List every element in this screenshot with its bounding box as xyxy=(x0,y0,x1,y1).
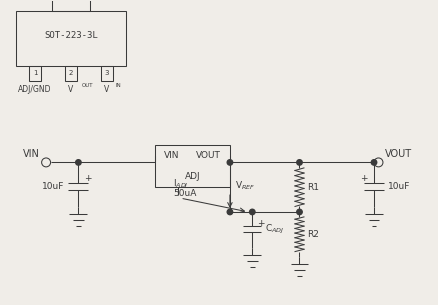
Text: V: V xyxy=(68,84,74,94)
Circle shape xyxy=(297,209,302,215)
Text: ADJ/GND: ADJ/GND xyxy=(18,84,52,94)
Text: IN: IN xyxy=(115,83,121,88)
Text: VOUT: VOUT xyxy=(385,149,412,160)
Bar xyxy=(65,66,77,81)
Text: SOT-223-3L: SOT-223-3L xyxy=(44,31,98,40)
Circle shape xyxy=(76,160,81,165)
Text: 10uF: 10uF xyxy=(42,182,64,191)
Text: I$_{ADJ}$: I$_{ADJ}$ xyxy=(173,178,188,191)
Circle shape xyxy=(297,160,302,165)
Text: 1: 1 xyxy=(33,70,37,76)
Bar xyxy=(16,11,126,66)
Text: +: + xyxy=(257,219,265,228)
Bar xyxy=(29,66,41,81)
Bar xyxy=(155,145,230,187)
Bar xyxy=(100,66,113,81)
Text: +: + xyxy=(85,174,92,183)
Text: 50uA: 50uA xyxy=(173,188,196,198)
Text: V: V xyxy=(104,84,110,94)
Text: 10uF: 10uF xyxy=(388,182,410,191)
Text: VIN: VIN xyxy=(23,149,40,160)
Text: +: + xyxy=(360,174,368,183)
Text: V$_{REF}$: V$_{REF}$ xyxy=(235,180,255,192)
Text: R1: R1 xyxy=(307,183,319,192)
Circle shape xyxy=(371,160,377,165)
Circle shape xyxy=(227,160,233,165)
Text: OUT: OUT xyxy=(82,83,93,88)
Text: 2: 2 xyxy=(69,70,73,76)
Text: VIN: VIN xyxy=(164,151,180,160)
Text: 3: 3 xyxy=(105,70,109,76)
Text: R2: R2 xyxy=(307,230,319,239)
Text: C$_{ADJ}$: C$_{ADJ}$ xyxy=(265,223,284,236)
Circle shape xyxy=(250,209,255,215)
Bar xyxy=(52,0,90,11)
Text: VOUT: VOUT xyxy=(196,151,221,160)
Text: ADJ: ADJ xyxy=(185,172,201,181)
Circle shape xyxy=(227,209,233,215)
